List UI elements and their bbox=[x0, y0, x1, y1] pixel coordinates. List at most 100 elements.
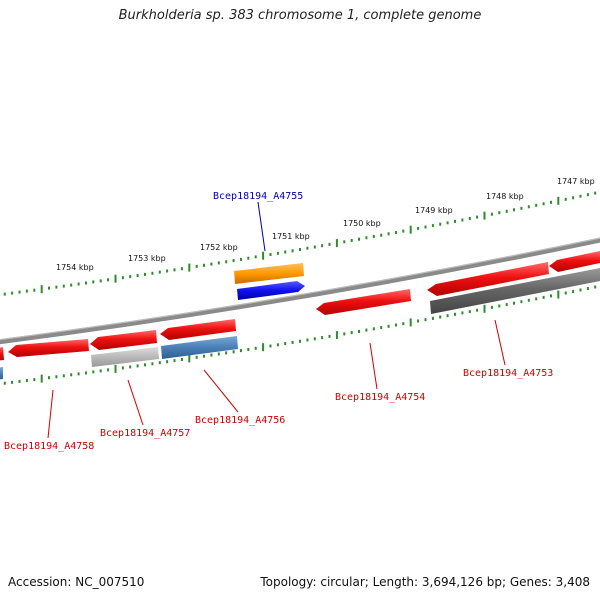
gene-feature-small-steel[interactable] bbox=[0, 367, 3, 380]
kbp-label: 1749 kbp bbox=[415, 206, 453, 215]
minor-tick bbox=[395, 231, 397, 234]
major-tick bbox=[262, 251, 265, 260]
minor-tick bbox=[99, 369, 102, 373]
major-tick bbox=[40, 285, 43, 294]
minor-tick bbox=[513, 301, 515, 305]
major-tick bbox=[483, 304, 486, 313]
minor-tick bbox=[372, 235, 375, 238]
minor-tick bbox=[446, 314, 449, 318]
minor-tick bbox=[476, 308, 479, 312]
minor-tick bbox=[417, 226, 420, 230]
minor-tick bbox=[468, 310, 471, 314]
gene-label[interactable]: Bcep18194_A4757 bbox=[100, 428, 190, 439]
minor-tick bbox=[11, 380, 14, 384]
minor-tick bbox=[136, 364, 139, 368]
minor-tick bbox=[564, 197, 567, 201]
gene-feature-steel[interactable] bbox=[161, 336, 238, 359]
accession-label: Accession: NC_007510 bbox=[8, 575, 145, 589]
minor-tick bbox=[291, 249, 294, 253]
major-tick bbox=[40, 374, 43, 383]
gene-label[interactable]: Bcep18194_A4755 bbox=[213, 191, 303, 202]
minor-tick bbox=[284, 250, 287, 254]
minor-tick bbox=[380, 326, 383, 330]
minor-tick bbox=[225, 351, 228, 355]
minor-tick bbox=[564, 291, 567, 295]
minor-tick bbox=[151, 362, 154, 366]
gene-feature-A4758[interactable] bbox=[0, 339, 89, 361]
minor-tick bbox=[505, 209, 508, 213]
minor-tick bbox=[476, 215, 479, 219]
minor-tick bbox=[232, 259, 235, 263]
outer-tick-track bbox=[3, 191, 597, 296]
minor-tick bbox=[498, 211, 501, 215]
minor-tick bbox=[306, 246, 309, 250]
gene-feature-A4757[interactable] bbox=[90, 330, 157, 350]
major-tick bbox=[335, 331, 338, 340]
minor-tick bbox=[358, 329, 360, 333]
minor-tick bbox=[343, 240, 346, 244]
minor-tick bbox=[70, 283, 73, 287]
kbp-label: 1751 kbp bbox=[272, 232, 310, 241]
minor-tick bbox=[217, 352, 220, 356]
minor-tick bbox=[247, 348, 250, 351]
minor-tick bbox=[542, 295, 545, 299]
minor-tick bbox=[417, 319, 420, 323]
gene-feature-A4755[interactable] bbox=[237, 281, 305, 300]
minor-tick bbox=[395, 323, 397, 327]
minor-tick bbox=[550, 200, 552, 204]
minor-tick bbox=[77, 282, 80, 286]
minor-tick bbox=[454, 312, 456, 316]
minor-tick bbox=[85, 281, 87, 285]
minor-tick bbox=[144, 363, 146, 367]
minor-tick bbox=[144, 272, 146, 276]
minor-tick bbox=[254, 346, 257, 350]
minor-tick bbox=[55, 375, 58, 379]
minor-tick bbox=[550, 294, 552, 298]
minor-tick bbox=[121, 276, 124, 280]
gene-label[interactable]: Bcep18194_A4756 bbox=[195, 415, 285, 426]
minor-tick bbox=[48, 286, 50, 290]
gene-label[interactable]: Bcep18194_A4753 bbox=[463, 368, 553, 379]
gene-feature-right-edge[interactable] bbox=[549, 251, 600, 272]
gene-feature-A4753[interactable] bbox=[427, 262, 549, 296]
minor-tick bbox=[276, 251, 279, 255]
minor-tick bbox=[365, 236, 368, 240]
gene-feature-A4754[interactable] bbox=[316, 289, 411, 315]
minor-tick bbox=[217, 261, 220, 265]
minor-tick bbox=[203, 263, 205, 267]
minor-tick bbox=[594, 191, 597, 195]
major-tick bbox=[557, 196, 560, 205]
kbp-label: 1752 kbp bbox=[200, 243, 238, 252]
minor-tick bbox=[299, 248, 301, 251]
gene-feature-dark-gray[interactable] bbox=[430, 268, 600, 314]
major-tick bbox=[483, 211, 486, 220]
minor-tick bbox=[18, 290, 21, 294]
kbp-label: 1750 kbp bbox=[343, 219, 381, 228]
minor-tick bbox=[586, 287, 589, 290]
gene-label[interactable]: Bcep18194_A4754 bbox=[335, 392, 425, 403]
minor-tick bbox=[62, 284, 65, 288]
gene-label[interactable]: Bcep18194_A4758 bbox=[4, 441, 94, 452]
minor-tick bbox=[424, 225, 427, 229]
minor-tick bbox=[365, 328, 368, 332]
minor-tick bbox=[328, 242, 331, 246]
minor-tick bbox=[48, 376, 50, 380]
genome-backbone bbox=[0, 237, 600, 345]
minor-tick bbox=[195, 355, 198, 359]
gene-feature-gray-1[interactable] bbox=[91, 347, 159, 367]
minor-tick bbox=[99, 279, 102, 283]
minor-tick bbox=[572, 290, 575, 293]
minor-tick bbox=[129, 365, 132, 369]
minor-tick bbox=[25, 289, 28, 293]
minor-tick bbox=[321, 244, 324, 248]
minor-tick bbox=[535, 203, 538, 207]
minor-tick bbox=[321, 336, 324, 340]
kbp-scale-labels: 1754 kbp 1753 kbp 1752 kbp 1751 kbp 1750… bbox=[56, 177, 595, 272]
minor-tick bbox=[402, 322, 405, 326]
inner-tick-track bbox=[3, 285, 597, 385]
gene-feature-A4756[interactable] bbox=[160, 319, 236, 340]
minor-tick bbox=[520, 300, 523, 304]
gene-feature-orange[interactable] bbox=[234, 263, 304, 284]
minor-tick bbox=[387, 232, 390, 236]
